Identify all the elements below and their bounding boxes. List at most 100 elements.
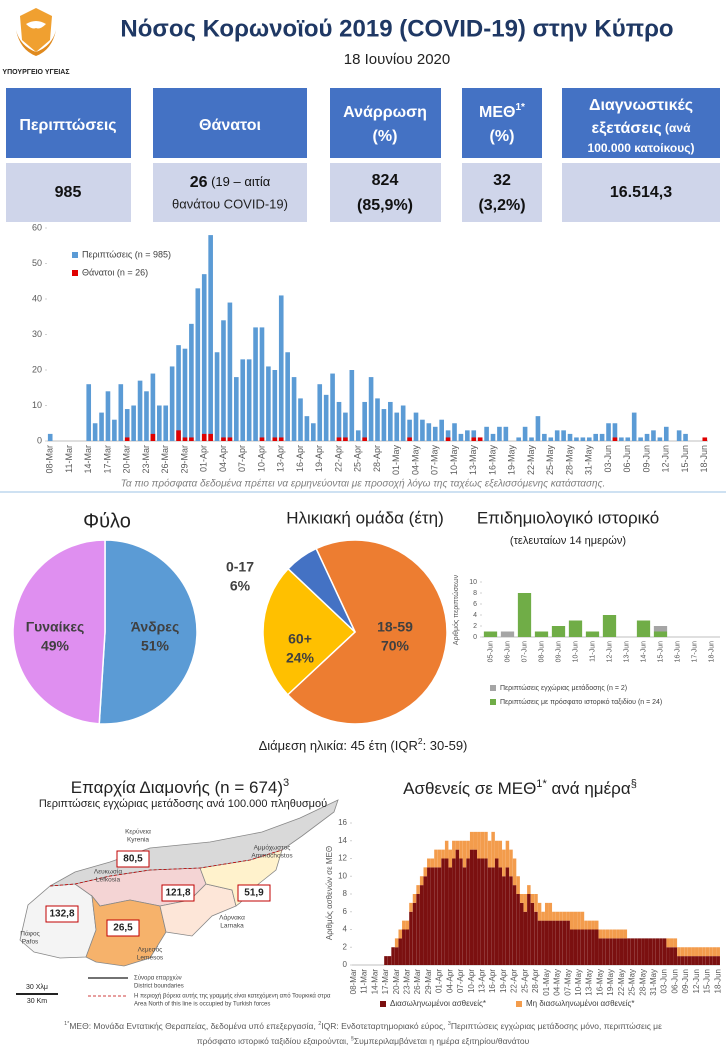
bar [214, 352, 220, 441]
bar [144, 391, 149, 441]
x-tick-label: 06-Jun [670, 969, 679, 993]
bar [585, 631, 600, 637]
bar [227, 437, 233, 441]
footnote-part: IQR: Ενδοτεταρτημοριακό εύρος, [321, 1021, 448, 1031]
bar [587, 920, 592, 930]
bar [566, 911, 570, 921]
stat-title: Ανάρρωση [343, 104, 427, 121]
bar [698, 947, 703, 957]
y-tick-label: 0 [343, 960, 348, 969]
bar [698, 956, 703, 965]
bar [705, 947, 710, 957]
x-tick-label: 08-Mar [349, 969, 358, 995]
bar [530, 902, 535, 965]
bar [405, 929, 410, 965]
bar [405, 920, 410, 930]
legend-label: Περιπτώσεις εγχώριας μετάδοσης (n = 2) [500, 684, 627, 692]
x-tick-label: 03-Jun [660, 969, 669, 993]
bar [491, 867, 495, 965]
bar [503, 426, 509, 441]
bar [201, 274, 207, 441]
bar [680, 956, 685, 965]
bar [477, 437, 483, 441]
bar [527, 885, 531, 894]
x-tick-label: 04-May [553, 969, 562, 996]
superscript: 1* [64, 1021, 70, 1027]
x-tick-label: 10-Jun [572, 641, 579, 663]
bar [584, 920, 588, 930]
bar [484, 426, 489, 441]
bar [118, 384, 124, 441]
bar [156, 405, 162, 441]
bar [551, 626, 566, 637]
map-legend-label: Η περιοχή βόρεια αυτής της γραμμής είναι… [134, 993, 331, 1000]
y-tick-label: 4 [343, 925, 348, 934]
x-tick-label: 06-Jun [622, 445, 632, 473]
district-value: 51,9 [244, 888, 264, 899]
bar [311, 423, 316, 441]
bar [569, 911, 574, 930]
bar [448, 867, 453, 965]
bar [541, 911, 545, 921]
bar [519, 902, 524, 965]
superscript: 2 [318, 1021, 321, 1027]
y-tick-label: 10 [338, 871, 347, 880]
bar [712, 956, 717, 965]
green-line [49, 849, 283, 887]
stat-header [462, 88, 542, 158]
bar [605, 929, 610, 939]
bar [437, 849, 442, 868]
x-tick-label: 01-May [391, 445, 401, 476]
bar [623, 938, 628, 965]
bar [567, 433, 573, 441]
bar [444, 858, 449, 965]
bar [537, 920, 542, 965]
y-tick-label: 12 [338, 854, 347, 863]
y-tick-label: 14 [338, 836, 347, 845]
x-tick-label: 29-Mar [424, 969, 433, 995]
bar [627, 938, 631, 965]
stat-title: Περιπτώσεις [19, 117, 116, 134]
x-tick-label: 16-May [487, 445, 497, 476]
stat-title: εξετάσεις (ανά [592, 120, 692, 137]
bar [105, 391, 111, 441]
x-tick-label: 01-Apr [435, 969, 444, 993]
stat-value: (85,9%) [357, 197, 413, 214]
stat-value: 824 [372, 172, 399, 189]
bar [598, 938, 603, 965]
pie-slice [286, 539, 448, 725]
x-tick-label: 07-Apr [456, 969, 465, 993]
bar [619, 938, 624, 965]
stat-header [562, 88, 720, 158]
x-tick-label: 14-Mar [370, 969, 379, 995]
y-tick-label: 10 [32, 400, 42, 410]
scale-label: 30 Km [27, 998, 47, 1005]
bar [169, 366, 175, 441]
x-tick-label: 13-May [468, 445, 478, 476]
x-tick-label: 15-Jun [657, 641, 664, 663]
bar [253, 327, 258, 441]
bar [512, 885, 517, 965]
bar [561, 430, 566, 441]
bar [680, 947, 685, 957]
bar [512, 858, 517, 886]
x-tick-label: 04-May [410, 445, 420, 476]
y-tick-label: 50 [32, 258, 42, 268]
x-tick-label: 08-Mar [45, 445, 55, 474]
bar [452, 423, 457, 441]
y-tick-label: 10 [469, 579, 477, 586]
place-name: Λευκωσία [94, 868, 122, 876]
map-subtitle: Περιπτώσεις εγχώριας μετάδοσης ανά 100.0… [39, 798, 327, 810]
bar [599, 433, 605, 441]
value-box [106, 919, 140, 937]
x-tick-label: 25-Apr [353, 445, 363, 472]
x-tick-label: 10-May [449, 445, 459, 476]
bar [559, 920, 563, 965]
bar [548, 902, 553, 921]
bar [562, 920, 567, 965]
x-tick-label: 07-Jun [521, 641, 528, 663]
bar [259, 327, 265, 441]
x-tick-label: 25-Apr [520, 969, 529, 993]
bar [459, 858, 463, 965]
bar [416, 885, 420, 894]
